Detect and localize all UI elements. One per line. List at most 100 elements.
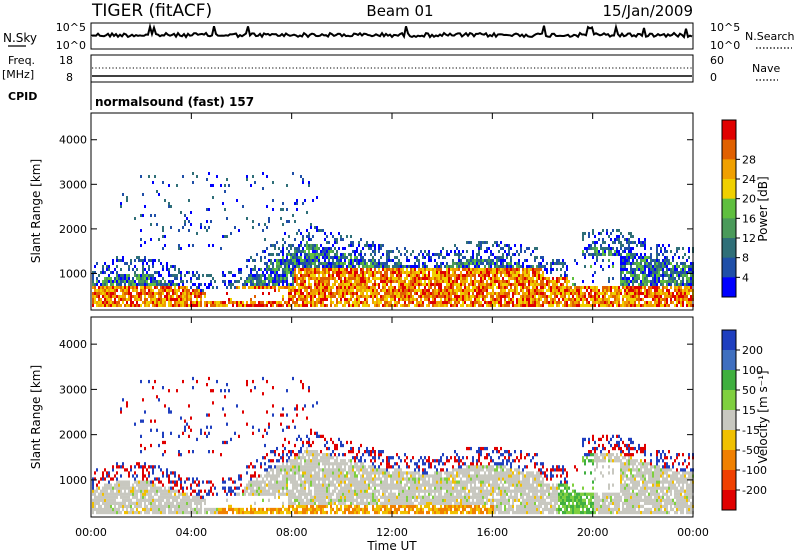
- power-cell: [354, 265, 356, 268]
- power-cell: [298, 283, 300, 286]
- power-cell: [510, 259, 512, 262]
- power-cell: [162, 268, 164, 271]
- velocity-cell: [188, 434, 190, 439]
- velocity-cell: [264, 456, 266, 460]
- power-cell: [602, 301, 604, 304]
- power-cell: [142, 301, 144, 304]
- power-cell: [620, 280, 622, 283]
- power-cell: [206, 301, 208, 304]
- velocity-cell: [98, 498, 100, 502]
- power-cell: [380, 295, 382, 298]
- velocity-cell: [184, 495, 186, 499]
- power-cell: [634, 268, 636, 271]
- power-cell: [134, 283, 136, 286]
- power-cell: [456, 253, 458, 256]
- power-cell: [690, 271, 692, 274]
- power-cell: [380, 289, 382, 292]
- velocity-cell: [152, 386, 154, 390]
- velocity-cell: [102, 489, 104, 493]
- velocity-cell: [144, 489, 146, 493]
- power-cell: [288, 298, 290, 301]
- power-cell: [172, 298, 174, 301]
- power-cell: [318, 292, 320, 295]
- velocity-cell: [104, 495, 106, 499]
- velocity-cell: [168, 410, 170, 414]
- power-cell: [548, 280, 550, 283]
- power-cell: [274, 268, 276, 271]
- velocity-cell: [178, 501, 180, 506]
- power-cell: [152, 277, 154, 280]
- power-cell: [352, 301, 354, 304]
- power-cell: [324, 253, 326, 256]
- power-cell: [160, 304, 162, 307]
- power-cell: [292, 286, 294, 289]
- power-cell: [680, 301, 682, 304]
- velocity-cell: [162, 434, 164, 439]
- power-cell: [408, 265, 410, 268]
- power-cell: [422, 271, 424, 274]
- power-cell: [100, 301, 102, 304]
- power-cell: [422, 301, 424, 304]
- velocity-cell: [144, 474, 146, 478]
- power-cell: [424, 271, 426, 274]
- power-cell: [476, 295, 478, 298]
- velocity-cell: [144, 486, 146, 490]
- power-cell: [336, 238, 338, 241]
- power-cell: [380, 262, 382, 265]
- power-cell: [484, 289, 486, 292]
- velocity-cell: [262, 434, 264, 439]
- power-cell: [266, 283, 268, 286]
- power-cell: [650, 262, 652, 265]
- velocity-cell: [144, 446, 146, 451]
- power-cell: [110, 280, 112, 283]
- power-cell: [644, 271, 646, 274]
- power-cell: [406, 292, 408, 295]
- power-cell: [644, 280, 646, 283]
- power-cell: [268, 220, 270, 223]
- velocity-cell: [124, 510, 126, 515]
- power-cell: [356, 268, 358, 271]
- power-cell: [552, 280, 554, 283]
- power-cell: [288, 304, 290, 307]
- power-cell: [280, 217, 282, 220]
- power-cell: [436, 289, 438, 292]
- power-cell: [624, 259, 626, 262]
- power-cell: [378, 304, 380, 307]
- power-cell: [596, 286, 598, 289]
- power-cell: [130, 262, 132, 265]
- power-cell: [514, 304, 516, 307]
- velocity-cell: [146, 504, 148, 509]
- power-cell: [320, 304, 322, 307]
- power-cell: [594, 271, 596, 274]
- power-cell: [318, 286, 320, 289]
- power-cell: [376, 289, 378, 292]
- velocity-cell: [134, 510, 136, 515]
- power-cell: [664, 265, 666, 268]
- velocity-cell: [254, 480, 256, 484]
- power-cell: [246, 217, 248, 220]
- power-cell: [620, 304, 622, 307]
- power-cell: [142, 274, 144, 277]
- power-cell: [150, 277, 152, 280]
- power-cell: [324, 304, 326, 307]
- power-cell: [336, 298, 338, 301]
- velocity-cell: [136, 483, 138, 487]
- power-cell: [116, 301, 118, 304]
- velocity-cell: [208, 507, 210, 512]
- velocity-cell: [180, 492, 182, 496]
- power-cell: [290, 298, 292, 301]
- power-cell: [506, 286, 508, 289]
- power-cell: [456, 298, 458, 301]
- power-cell: [338, 292, 340, 295]
- power-cell: [470, 295, 472, 298]
- velocity-cell: [172, 501, 174, 506]
- velocity-cell: [246, 507, 248, 512]
- power-cell: [268, 253, 270, 256]
- velocity-cell: [182, 492, 184, 496]
- velocity-cell: [156, 504, 158, 509]
- velocity-cell: [274, 483, 276, 487]
- power-cell: [440, 289, 442, 292]
- power-cell: [488, 265, 490, 268]
- velocity-cell: [134, 504, 136, 509]
